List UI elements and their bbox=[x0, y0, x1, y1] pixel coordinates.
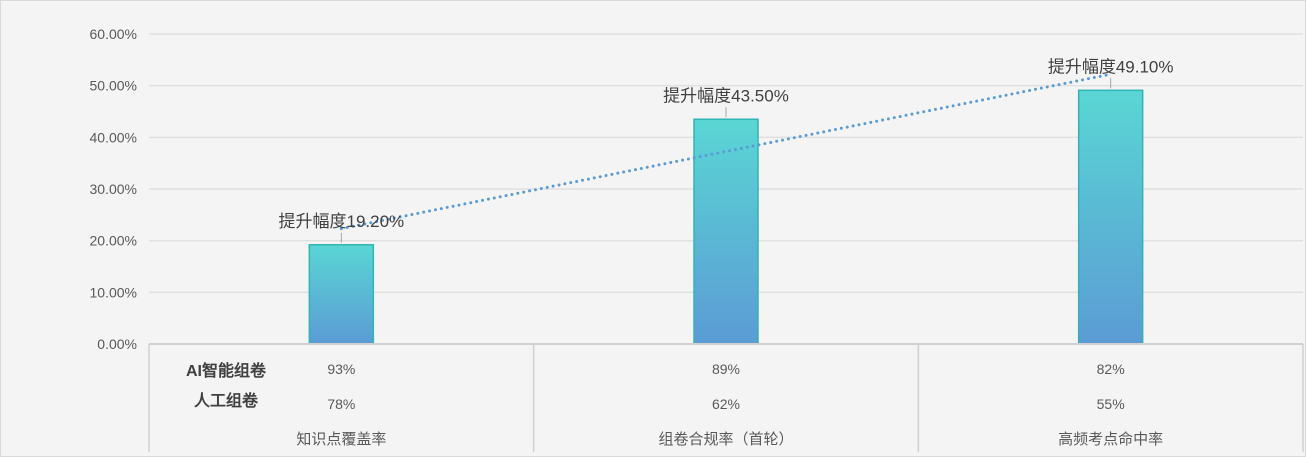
table-cell: 78% bbox=[327, 396, 355, 412]
table-row-label: AI智能组卷 bbox=[186, 361, 267, 380]
y-tick-label: 30.00% bbox=[90, 181, 137, 197]
category-label: 高频考点命中率 bbox=[1058, 430, 1163, 448]
table-cell: 62% bbox=[712, 396, 740, 412]
data-label: 提升幅度49.10% bbox=[1048, 57, 1174, 76]
y-tick-label: 50.00% bbox=[90, 78, 137, 94]
table-cell: 55% bbox=[1097, 396, 1125, 412]
y-tick-label: 60.00% bbox=[90, 26, 137, 42]
data-label: 提升幅度43.50% bbox=[663, 86, 789, 105]
category-label: 知识点覆盖率 bbox=[296, 431, 386, 448]
y-tick-label: 10.00% bbox=[90, 284, 137, 300]
bar bbox=[693, 118, 759, 345]
y-tick-label: 40.00% bbox=[90, 129, 137, 145]
trendline bbox=[339, 72, 1113, 231]
table-cell: 89% bbox=[712, 361, 740, 377]
bar bbox=[1077, 89, 1144, 345]
table-cell: 82% bbox=[1097, 361, 1125, 377]
y-tick-label: 0.00% bbox=[97, 336, 137, 352]
data-label: 提升幅度19.20% bbox=[278, 212, 404, 231]
y-tick-label: 20.00% bbox=[90, 233, 137, 249]
category-label: 组卷合规率（首轮） bbox=[658, 431, 793, 448]
table-cell: 93% bbox=[327, 361, 355, 377]
bar bbox=[308, 244, 375, 345]
table-row-label: 人工组卷 bbox=[194, 391, 259, 410]
